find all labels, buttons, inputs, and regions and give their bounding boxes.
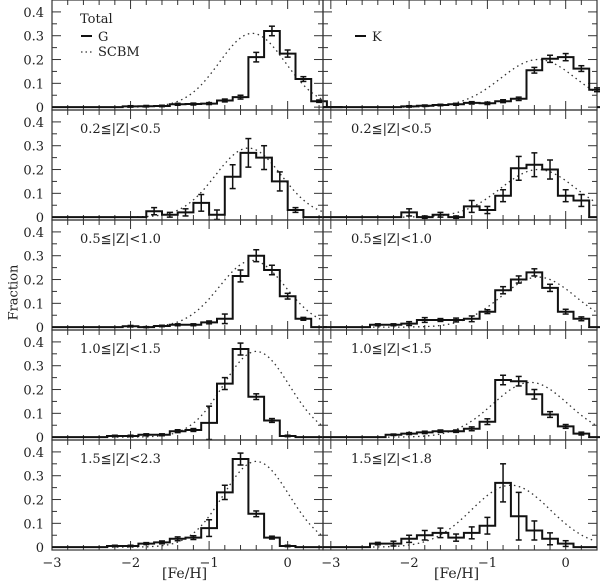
panel-K-1: 0.2≦|Z|<0.5 [322,109,598,221]
panel-label: 0.5≦|Z|<1.0 [80,232,161,247]
svg-text:0.3: 0.3 [23,360,44,375]
histogram-steps [323,56,600,109]
panel-G-3: 0 0.1 0.2 0.3 0.4 1.0≦|Z|<1.5 [23,329,324,446]
svg-text:0.2: 0.2 [23,164,44,179]
svg-text:0.4: 0.4 [23,336,44,351]
svg-text:0: 0 [36,541,44,556]
svg-text:0.3: 0.3 [23,250,44,265]
svg-text:0: 0 [284,556,292,571]
svg-text:0.1: 0.1 [23,77,44,92]
svg-text:K: K [372,30,382,45]
panel-label: Total [80,12,113,27]
svg-text:0.4: 0.4 [23,116,44,131]
histogram-steps [323,271,600,329]
scbm-model-curve [52,32,323,108]
panel-label: 1.0≦|Z|<1.5 [351,342,432,357]
svg-text:0.3: 0.3 [23,470,44,485]
svg-text:G: G [98,30,108,45]
svg-text:0.3: 0.3 [23,140,44,155]
histogram-steps [323,163,597,219]
svg-text:0.2: 0.2 [23,54,44,69]
panel-label: 1.5≦|Z|<1.8 [351,452,432,467]
scbm-model-curve [52,259,323,328]
svg-text:0.2: 0.2 [23,274,44,289]
svg-text:0.4: 0.4 [23,6,44,21]
svg-text:0: 0 [562,556,570,571]
scbm-model-curve [52,350,323,438]
scbm-model-curve [323,58,596,108]
svg-text:0.2: 0.2 [23,384,44,399]
x-axis-label-right: [Fe/H] [434,566,480,582]
svg-text:0.1: 0.1 [23,187,44,202]
scbm-model-curve [323,168,596,218]
panel-K-0 [322,0,600,111]
svg-text:0.4: 0.4 [23,446,44,461]
histogram-steps [52,348,323,439]
svg-text:−1: −1 [200,556,219,571]
panel-label: 0.2≦|Z|<0.5 [351,122,432,137]
scbm-model-curve [52,147,323,218]
y-axis-label: Fraction [6,264,22,321]
x-axis-label-left: [Fe/H] [162,566,208,582]
panel-K-2: 0.5≦|Z|<1.0 [322,219,600,331]
histogram-steps [323,379,600,439]
panel-label: 0.5≦|Z|<1.0 [351,232,432,247]
histogram-steps [52,30,343,109]
svg-text:0.1: 0.1 [23,517,44,532]
svg-text:0.3: 0.3 [23,30,44,45]
panel-G-0: 0 0.1 0.2 0.3 0.4 Total [23,0,343,116]
histogram-steps [323,481,597,549]
panel-G-2: 0 0.1 0.2 0.3 0.4 0.5≦|Z|<1.0 [23,219,327,336]
svg-text:−2: −2 [121,556,140,571]
panel-K-4: 1.5≦|Z|<1.8 −3 −2 −1 0 [321,439,598,571]
svg-text:0: 0 [36,101,44,116]
panel-label: 1.5≦|Z|<2.3 [80,452,161,467]
histogram-steps [52,151,323,219]
svg-text:0: 0 [36,211,44,226]
svg-text:0.2: 0.2 [23,494,44,509]
svg-text:0: 0 [36,431,44,446]
svg-text:SCBM: SCBM [98,45,140,60]
panel-label: 1.0≦|Z|<1.5 [80,342,161,357]
panel-label: 0.2≦|Z|<0.5 [80,122,161,137]
panel-K-3: 1.0≦|Z|<1.5 [322,329,600,441]
panel-G-1: 0 0.1 0.2 0.3 0.4 0.2≦|Z|<0.5 [23,109,324,226]
histogram-steps [52,458,323,549]
histogram-steps [52,254,327,329]
svg-text:−2: −2 [400,556,419,571]
panel-G-4: 0 0.1 0.2 0.3 0.4 1.5≦|Z|<2.3 −3 −2 −1 0 [23,439,324,571]
svg-text:0.1: 0.1 [23,297,44,312]
svg-text:0: 0 [36,321,44,336]
scbm-model-curve [52,460,323,548]
svg-text:0.1: 0.1 [23,407,44,422]
scbm-model-curve [323,381,596,438]
svg-text:−3: −3 [42,556,61,571]
svg-text:−1: −1 [478,556,497,571]
svg-text:0.4: 0.4 [23,226,44,241]
svg-text:−3: −3 [321,556,340,571]
